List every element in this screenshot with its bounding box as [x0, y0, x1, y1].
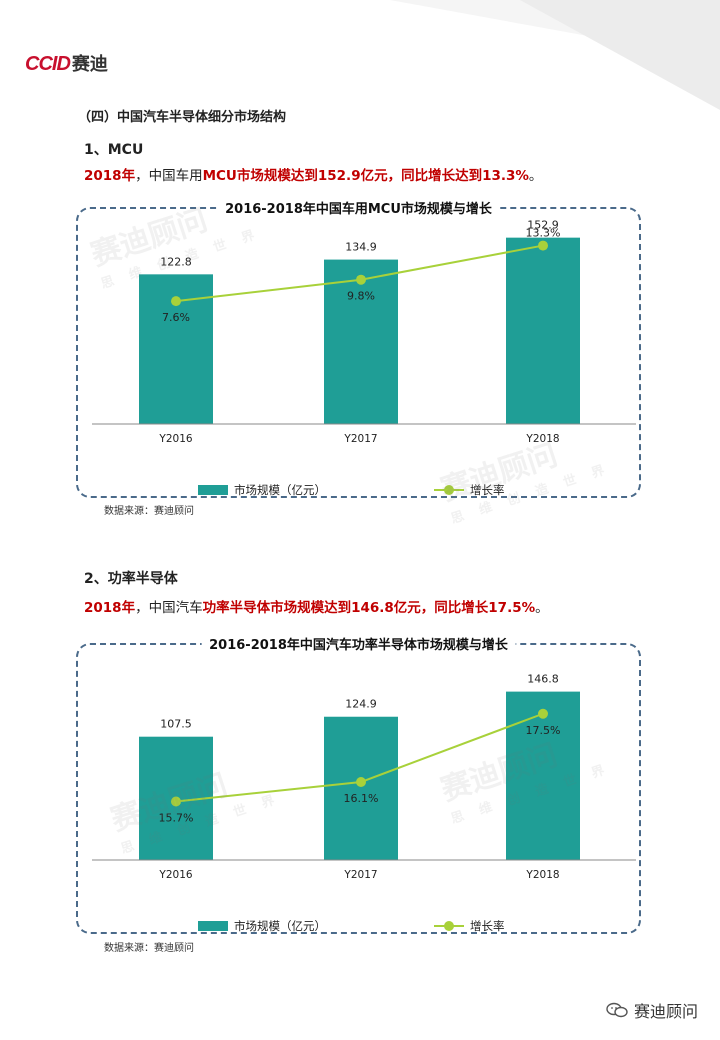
x-tick-label: Y2017: [343, 869, 377, 881]
power-legend-line-label: 增长率: [470, 919, 505, 933]
growth-rate-point: [356, 777, 366, 787]
mcu-legend-line: 增长率: [434, 482, 505, 498]
power-summary-end: 。: [535, 600, 549, 616]
growth-rate-label: 16.1%: [344, 792, 379, 805]
growth-rate-point: [356, 274, 366, 285]
power-chart: 107.5 124.9 146.8 Y2016 Y2017 Y2018 15.7% 16.1%…: [92, 673, 636, 881]
bar-Y2017: [324, 259, 398, 424]
mcu-legend-bar: 市场规模（亿元）: [198, 482, 326, 498]
growth-rate-point: [171, 296, 181, 307]
bar-value-label: 134.9: [345, 241, 377, 254]
power-source: 数据来源：赛迪顾问: [104, 943, 194, 954]
growth-rate-label: 9.8%: [347, 290, 375, 303]
mcu-source: 数据来源：赛迪顾问: [104, 506, 194, 517]
growth-rate-label: 15.7%: [159, 812, 194, 825]
bar-Y2017: [324, 716, 398, 860]
mcu-summary-highlight: MCU市场规模达到152.9亿元，同比增长达到13.3%: [202, 168, 529, 184]
power-chart-frame: 2016-2018年中国汽车功率半导体市场规模与增长 107.5 124.9 146…: [76, 634, 641, 934]
bar-value-label: 122.8: [160, 255, 192, 268]
mcu-summary-year: 2018年: [84, 168, 136, 184]
mcu-chart: 122.8 134.9 152.9 Y2016 Y2017 Y2018 7.6% 9.8% 13…: [92, 219, 636, 445]
bar-value-label: 107.5: [160, 718, 192, 731]
power-summary: 2018年，中国汽车功率半导体市场规模达到146.8亿元，同比增长17.5%。: [84, 596, 549, 616]
mcu-summary-mid: ，中国车用: [135, 168, 203, 184]
mcu-heading: 1、MCU: [84, 142, 144, 158]
power-legend-bar-label: 市场规模（亿元）: [234, 919, 326, 933]
growth-rate-point: [171, 796, 181, 807]
legend-line-swatch: [434, 485, 464, 495]
growth-rate-label: 7.6%: [162, 311, 190, 324]
power-summary-year: 2018年: [84, 600, 136, 616]
growth-rate-label: 17.5%: [526, 724, 561, 737]
bar-value-label: 146.8: [527, 673, 559, 686]
ccid-logo: CCID 赛迪: [25, 50, 108, 76]
mcu-legend-line-label: 增长率: [470, 483, 505, 497]
power-summary-mid: ，中国汽车: [135, 600, 203, 616]
corner-decoration: [520, 0, 720, 110]
wechat-icon: [606, 1002, 628, 1018]
logo-cn-text: 赛迪: [71, 54, 108, 75]
bar-Y2018: [506, 237, 580, 424]
bar-value-label: 124.9: [345, 698, 377, 711]
bar-Y2018: [506, 691, 580, 860]
wechat-label: 赛迪顾问: [633, 1002, 698, 1021]
wechat-account[interactable]: 赛迪顾问: [606, 998, 698, 1022]
legend-line-swatch: [434, 921, 464, 931]
x-tick-label: Y2017: [343, 433, 377, 445]
x-tick-label: Y2016: [158, 433, 192, 445]
mcu-chart-title: 2016-2018年中国车用MCU市场规模与增长: [217, 198, 500, 217]
growth-rate-point: [538, 240, 548, 251]
power-heading: 2、功率半导体: [84, 571, 178, 587]
growth-rate-point: [538, 708, 548, 719]
mcu-summary: 2018年，中国车用MCU市场规模达到152.9亿元，同比增长达到13.3%。: [84, 164, 542, 184]
power-summary-highlight: 功率半导体市场规模达到146.8亿元，同比增长17.5%: [202, 600, 536, 616]
x-tick-label: Y2016: [158, 869, 192, 881]
legend-bar-swatch: [198, 485, 228, 495]
power-legend-line: 增长率: [434, 918, 505, 934]
mcu-chart-frame: 2016-2018年中国车用MCU市场规模与增长 122.8 134.9 152.9…: [76, 198, 641, 498]
power-legend-bar: 市场规模（亿元）: [198, 918, 326, 934]
logo-ccid-text: CCID: [25, 53, 71, 75]
growth-rate-label: 13.3%: [526, 227, 561, 240]
x-tick-label: Y2018: [525, 869, 559, 881]
x-tick-label: Y2018: [525, 433, 559, 445]
mcu-legend-bar-label: 市场规模（亿元）: [234, 483, 326, 497]
power-chart-title: 2016-2018年中国汽车功率半导体市场规模与增长: [201, 634, 516, 653]
mcu-summary-end: 。: [528, 168, 543, 184]
section-title: （四）中国汽车半导体细分市场结构: [78, 110, 287, 125]
bar-value-label: 152.9: [527, 219, 559, 232]
legend-bar-swatch: [198, 921, 228, 931]
